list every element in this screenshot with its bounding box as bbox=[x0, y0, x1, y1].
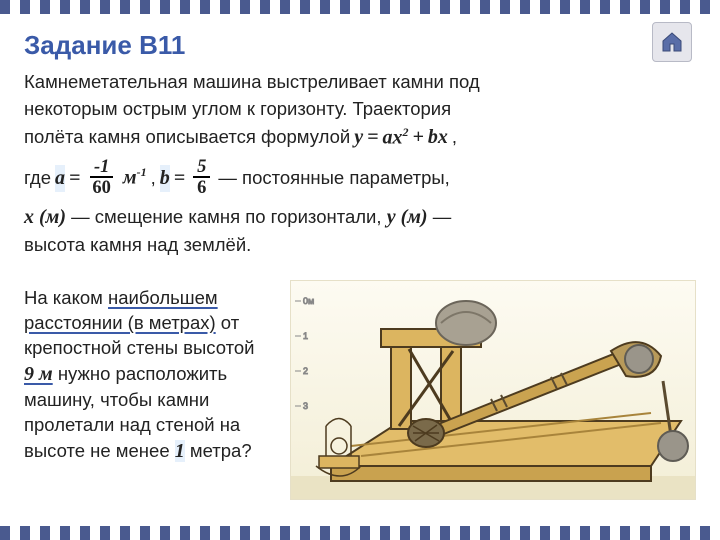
body-line-6: высота камня над землёй. bbox=[24, 233, 696, 258]
fraction-b: 5 6 bbox=[193, 158, 210, 199]
body-line-1: Камнеметательная машина выстреливает кам… bbox=[24, 70, 696, 95]
home-icon bbox=[660, 30, 684, 54]
body-line-3: полёта камня описывается формулой y = ax… bbox=[24, 124, 696, 152]
fraction-b-den: 6 bbox=[193, 178, 210, 198]
svg-text:1: 1 bbox=[303, 331, 308, 341]
problem-body: Камнеметательная машина выстреливает кам… bbox=[24, 70, 696, 260]
param-a-unit: м-1 bbox=[123, 164, 147, 192]
text-comma: , bbox=[151, 166, 156, 191]
text-tail: — постоянные параметры, bbox=[218, 166, 449, 191]
top-decorative-band bbox=[0, 0, 720, 14]
param-b: b bbox=[160, 165, 170, 192]
param-a-eq: = bbox=[69, 165, 80, 192]
catapult-svg: 0м 1 2 3 bbox=[291, 281, 696, 500]
body-line-2: некоторым острым углом к горизонту. Трае… bbox=[24, 97, 696, 122]
q-line-4: 9 м нужно расположить bbox=[24, 361, 286, 388]
task-title: Задание B11 bbox=[24, 30, 185, 61]
var-x-m: x (м) bbox=[24, 206, 66, 228]
formula-ax: ax2 bbox=[383, 124, 409, 152]
body-line-params: где a = -1 60 м-1 , b = 5 6 — постоянные… bbox=[24, 158, 696, 199]
body-line-5: x (м) — смещение камня по горизонтали, y… bbox=[24, 204, 696, 231]
fraction-a-den: 60 bbox=[88, 178, 115, 198]
fraction-a: -1 60 bbox=[88, 158, 115, 199]
fraction-b-num: 5 bbox=[193, 158, 210, 179]
formula-plus: + bbox=[413, 124, 424, 151]
formula-bx: bx bbox=[428, 124, 448, 151]
svg-text:0м: 0м bbox=[303, 296, 314, 306]
param-a: a bbox=[55, 165, 65, 192]
q-line-3: крепостной стены высотой bbox=[24, 336, 286, 361]
bottom-decorative-band bbox=[0, 526, 720, 540]
text-fragment: , bbox=[452, 125, 457, 150]
q-line-7: высоте не менее 1 метра? bbox=[24, 438, 286, 465]
question-column: На каком наибольшем расстоянии (в метрах… bbox=[24, 286, 286, 465]
catapult-illustration: 0м 1 2 3 bbox=[290, 280, 696, 500]
var-y-m: y (м) bbox=[387, 206, 428, 228]
home-button[interactable] bbox=[652, 22, 692, 62]
formula-var-y: y bbox=[354, 124, 363, 151]
fraction-a-num: -1 bbox=[90, 158, 113, 179]
formula-eq: = bbox=[367, 124, 378, 151]
q-line-1: На каком наибольшем bbox=[24, 286, 286, 311]
text-where: где bbox=[24, 166, 51, 191]
svg-text:3: 3 bbox=[303, 401, 308, 411]
q-line-6: пролетали над стеной на bbox=[24, 413, 286, 438]
q-line-2: расстоянии (в метрах) от bbox=[24, 311, 286, 336]
text-fragment: — смещение камня по горизонтали, bbox=[66, 206, 387, 227]
text-fragment: — bbox=[428, 206, 452, 227]
param-b-eq: = bbox=[174, 165, 185, 192]
q-line-5: машину, чтобы камни bbox=[24, 388, 286, 413]
svg-text:2: 2 bbox=[303, 366, 308, 376]
text-fragment: полёта камня описывается формулой bbox=[24, 125, 350, 150]
